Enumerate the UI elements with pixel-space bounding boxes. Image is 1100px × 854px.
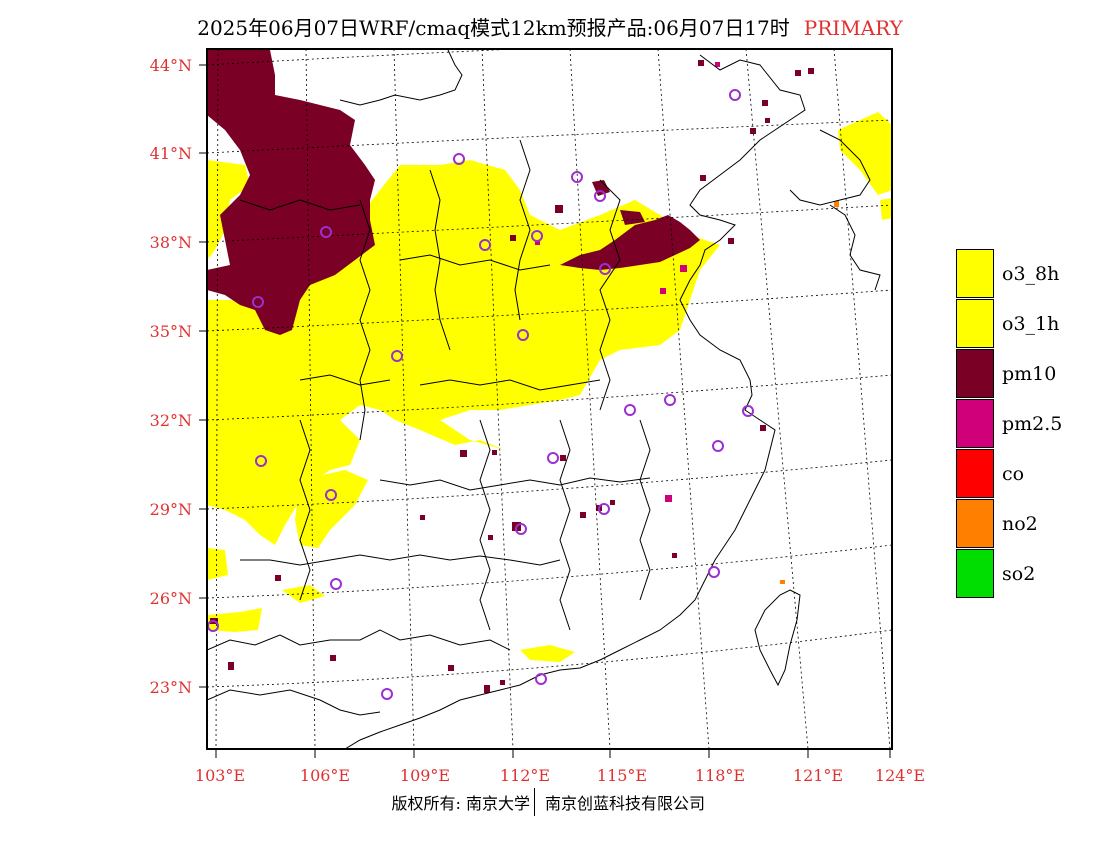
lat-axis: 44°N 41°N 38°N 35°N 32°N 29°N 26°N 23°N [150, 56, 207, 697]
lon-label: 124°E [875, 766, 925, 785]
legend-swatch [956, 249, 994, 298]
o3-region-southwest [207, 548, 262, 632]
footer-divider [534, 788, 535, 816]
legend-item-pm10: pm10 [956, 349, 1100, 399]
lat-label: 41°N [150, 144, 192, 163]
legend-item-o3-1h: o3_1h [956, 299, 1100, 349]
pm10-region-east [560, 215, 700, 270]
lat-label: 44°N [150, 56, 192, 75]
lon-label: 106°E [300, 766, 350, 785]
legend-item-no2: no2 [956, 499, 1100, 549]
pollutant-legend: o3_8h o3_1h pm10 pm2.5 co no2 so2 [956, 249, 1100, 599]
pollution-layer [207, 49, 892, 749]
legend-label: no2 [1002, 513, 1038, 535]
lat-label: 38°N [150, 233, 192, 252]
legend-item-so2: so2 [956, 549, 1100, 599]
legend-item-pm2-5: pm2.5 [956, 399, 1100, 449]
lat-label: 35°N [150, 322, 192, 341]
legend-swatch [956, 299, 994, 348]
lon-label: 118°E [695, 766, 745, 785]
o3-region-south [295, 470, 368, 548]
lat-label: 32°N [150, 411, 192, 430]
map-title: 2025年06月07日WRF/cmaq模式12km预报产品:06月07日17时 P… [0, 12, 1100, 41]
copyright-text: 版权所有: 南京大学 [391, 794, 530, 813]
lon-label: 109°E [400, 766, 450, 785]
o3-region-northeast [838, 112, 892, 220]
legend-swatch [956, 349, 994, 398]
lat-label: 23°N [150, 678, 192, 697]
legend-label: o3_8h [1002, 263, 1060, 285]
lon-label: 112°E [500, 766, 550, 785]
legend-label: o3_1h [1002, 313, 1060, 335]
map-frame [206, 48, 893, 750]
legend-label: pm2.5 [1002, 413, 1063, 435]
legend-item-co: co [956, 449, 1100, 499]
o3-region-small-1 [282, 585, 575, 662]
legend-swatch [956, 449, 994, 498]
legend-swatch [956, 399, 994, 448]
legend-label: so2 [1002, 563, 1036, 585]
lon-axis: 103°E 106°E 109°E 112°E 115°E 118°E 121°… [195, 749, 925, 785]
pm10-region-bohai [592, 180, 645, 225]
legend-item-o3-8h: o3_8h [956, 249, 1100, 299]
lon-label: 103°E [195, 766, 245, 785]
pm10-region-northwest [207, 50, 375, 335]
legend-swatch [956, 549, 994, 598]
lat-label: 29°N [150, 500, 192, 519]
lon-label: 121°E [793, 766, 843, 785]
legend-label: co [1002, 463, 1025, 485]
title-text: 2025年06月07日WRF/cmaq模式12km预报产品:06月07日17时 [197, 16, 790, 40]
station-markers [207, 89, 754, 700]
lon-label: 115°E [597, 766, 647, 785]
lat-label: 26°N [150, 589, 192, 608]
legend-swatch [956, 499, 994, 548]
company-text: 南京创蓝科技有限公司 [545, 794, 706, 813]
boundary-lines [207, 49, 881, 749]
legend-label: pm10 [1002, 363, 1057, 385]
primary-tag: PRIMARY [803, 16, 903, 40]
graticule [207, 49, 892, 749]
